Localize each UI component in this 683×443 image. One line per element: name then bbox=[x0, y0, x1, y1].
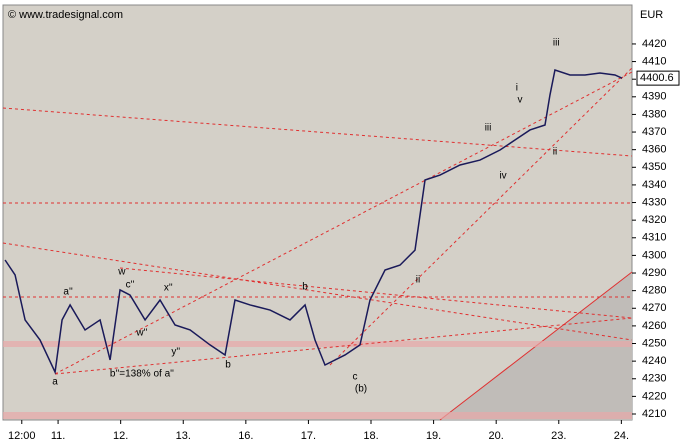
last-price-box bbox=[636, 70, 680, 86]
x-tick-label: 18. bbox=[363, 430, 378, 442]
y-tick-label: 4230 bbox=[642, 373, 666, 385]
wave-label: iii bbox=[553, 38, 560, 49]
x-tick-label: 11. bbox=[51, 430, 65, 442]
trendline bbox=[2, 242, 633, 341]
wave-label: (b) bbox=[355, 384, 367, 395]
wave-label: c bbox=[352, 372, 357, 383]
x-tick-label: 12. bbox=[113, 430, 128, 442]
x-tick-label: 12:00 bbox=[8, 430, 36, 442]
wave-label: b''=138% of a'' bbox=[110, 369, 174, 380]
x-tick-label: 13. bbox=[176, 430, 191, 442]
wave-label: iii bbox=[485, 123, 492, 134]
y-tick-label: 4350 bbox=[642, 161, 666, 173]
y-tick-label: 4300 bbox=[642, 249, 666, 261]
y-tick-label: 4360 bbox=[642, 144, 666, 156]
support-band bbox=[3, 341, 632, 347]
y-tick-label: 4250 bbox=[642, 337, 666, 349]
trendline bbox=[54, 71, 633, 375]
y-tick-label: 4240 bbox=[642, 355, 666, 367]
y-tick-label: 4210 bbox=[642, 408, 666, 420]
y-tick-label: 4390 bbox=[642, 91, 666, 103]
y-tick-label: 4280 bbox=[642, 285, 666, 297]
wave-label: c'' bbox=[126, 280, 135, 291]
wave-label: i bbox=[516, 83, 518, 94]
trendline bbox=[329, 67, 633, 366]
x-tick-label: 20. bbox=[489, 430, 504, 442]
y-tick-label: 4310 bbox=[642, 232, 666, 244]
y-tick-label: 4220 bbox=[642, 390, 666, 402]
wave-label: ii bbox=[553, 147, 557, 158]
y-tick-label: 4420 bbox=[642, 38, 666, 50]
y-tick-label: 4410 bbox=[642, 55, 666, 67]
wave-label: w'' bbox=[135, 328, 147, 339]
support-band bbox=[3, 412, 632, 419]
wave-label: b bbox=[225, 360, 231, 371]
wave-label: ii bbox=[416, 275, 420, 286]
x-tick-label: 16. bbox=[238, 430, 253, 442]
y-axis-label: EUR bbox=[640, 9, 663, 21]
x-tick-label: 23. bbox=[551, 430, 566, 442]
chart-title: © www.tradesignal.com bbox=[8, 9, 123, 21]
wave-label: b bbox=[302, 282, 308, 293]
x-tick-label: 24. bbox=[614, 430, 629, 442]
x-tick-label: 17. bbox=[301, 430, 316, 442]
wave-label: iv bbox=[499, 171, 506, 182]
y-tick-label: 4330 bbox=[642, 196, 666, 208]
trendline bbox=[54, 317, 633, 375]
y-tick-label: 4380 bbox=[642, 108, 666, 120]
wave-label: x'' bbox=[164, 283, 173, 294]
y-tick-label: 4270 bbox=[642, 302, 666, 314]
wave-label: a'' bbox=[63, 287, 72, 298]
wave-label: v bbox=[517, 95, 522, 106]
y-tick-label: 4260 bbox=[642, 320, 666, 332]
wave-label: a bbox=[52, 377, 58, 388]
y-tick-label: 4340 bbox=[642, 179, 666, 191]
price-line bbox=[4, 69, 623, 375]
wave-label: w bbox=[117, 267, 126, 278]
last-price-label: 4400.6 bbox=[640, 72, 674, 84]
wave-label: y'' bbox=[171, 347, 180, 358]
y-tick-label: 4290 bbox=[642, 267, 666, 279]
y-tick-label: 4370 bbox=[642, 126, 666, 138]
trendlines bbox=[2, 67, 633, 375]
x-tick-label: 19. bbox=[426, 430, 441, 442]
y-tick-label: 4320 bbox=[642, 214, 666, 226]
trendline bbox=[119, 267, 633, 319]
